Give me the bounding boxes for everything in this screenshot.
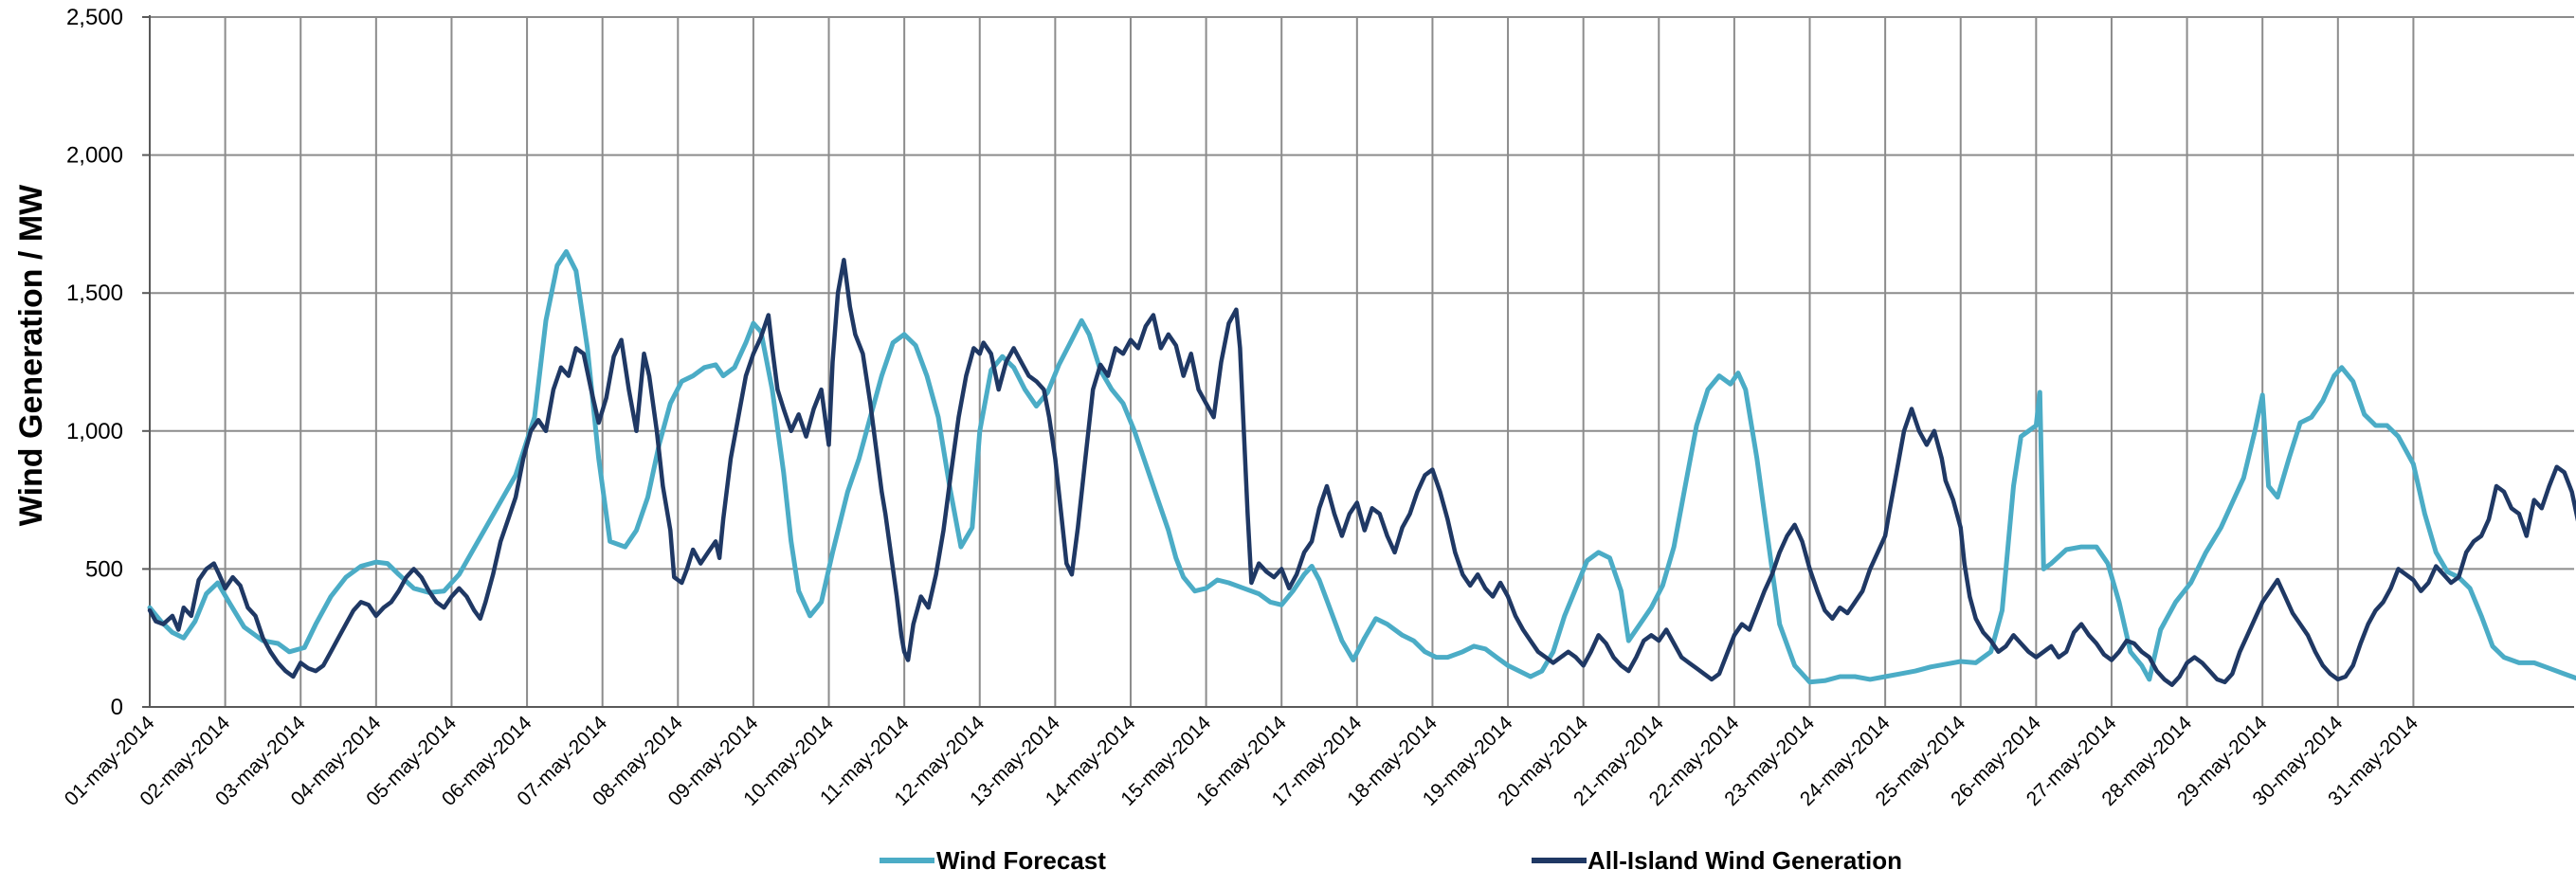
legend: Wind Forecast All-Island Wind Generation: [880, 846, 1902, 875]
axes: [142, 15, 2574, 708]
y-tick-labels: 0 500 1,000 1,500 2,000 2,500: [66, 5, 123, 720]
y-tick-label: 1,000: [66, 419, 123, 444]
y-tick-label: 1,500: [66, 281, 123, 306]
legend-forecast-label: Wind Forecast: [936, 846, 1106, 875]
series-line-wind-forecast: [147, 249, 2576, 685]
series-lines: [147, 249, 2576, 687]
y-tick-label: 2,500: [66, 5, 123, 30]
y-tick-label: 2,000: [66, 143, 123, 169]
y-tick-label: 0: [111, 695, 123, 720]
gridlines: [150, 16, 2574, 707]
y-axis-title: Wind Generation / MW: [13, 184, 49, 526]
series-line-all-island-wind-generation: [147, 258, 2576, 687]
y-tick-label: 500: [85, 556, 123, 582]
legend-generation-label: All-Island Wind Generation: [1587, 846, 1902, 875]
